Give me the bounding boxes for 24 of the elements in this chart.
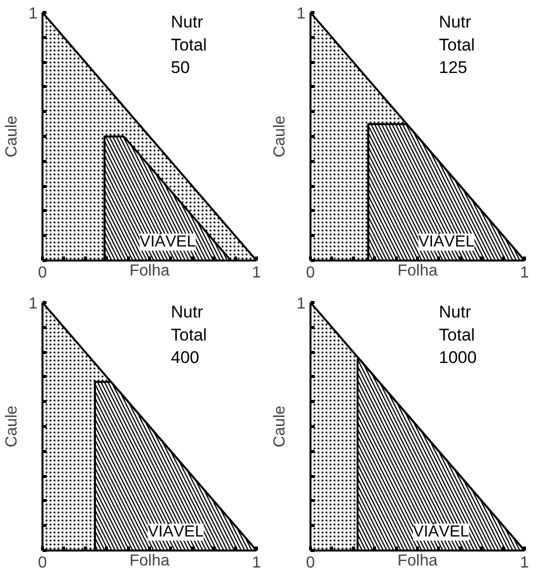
x-axis-title: Folha (397, 262, 438, 280)
x-axis-title: Folha (129, 262, 170, 280)
series-label: VIÁVEL (140, 232, 196, 251)
x-axis-title: Folha (129, 552, 170, 570)
y-axis-title: Caule (272, 115, 289, 158)
text: Nutr Total 1000 (438, 302, 477, 368)
series-label: VIÁVEL (148, 522, 204, 541)
y-axis-title: Caule (4, 405, 21, 448)
x-tick-label: 0 (306, 554, 316, 572)
series-label: VIÁVEL (418, 232, 475, 251)
y-axis-title: Caule (4, 115, 21, 158)
x-tick-label: 0 (38, 554, 48, 572)
x-tick-label: 0 (38, 264, 48, 282)
text: Nutr Total 125 (438, 12, 475, 78)
series-label: VIÁVEL (413, 522, 470, 541)
y-axis-title: Caule (272, 405, 289, 448)
text: Nutr Total 400 (170, 302, 207, 368)
x-tick-label: 1 (252, 554, 262, 572)
x-axis-title: Folha (397, 552, 438, 570)
x-tick-label: 0 (306, 264, 316, 282)
x-tick-label: 1 (520, 554, 530, 572)
text: Nutr Total 50 (170, 12, 207, 78)
x-tick-label: 1 (252, 264, 262, 282)
x-tick-label: 1 (520, 264, 530, 282)
